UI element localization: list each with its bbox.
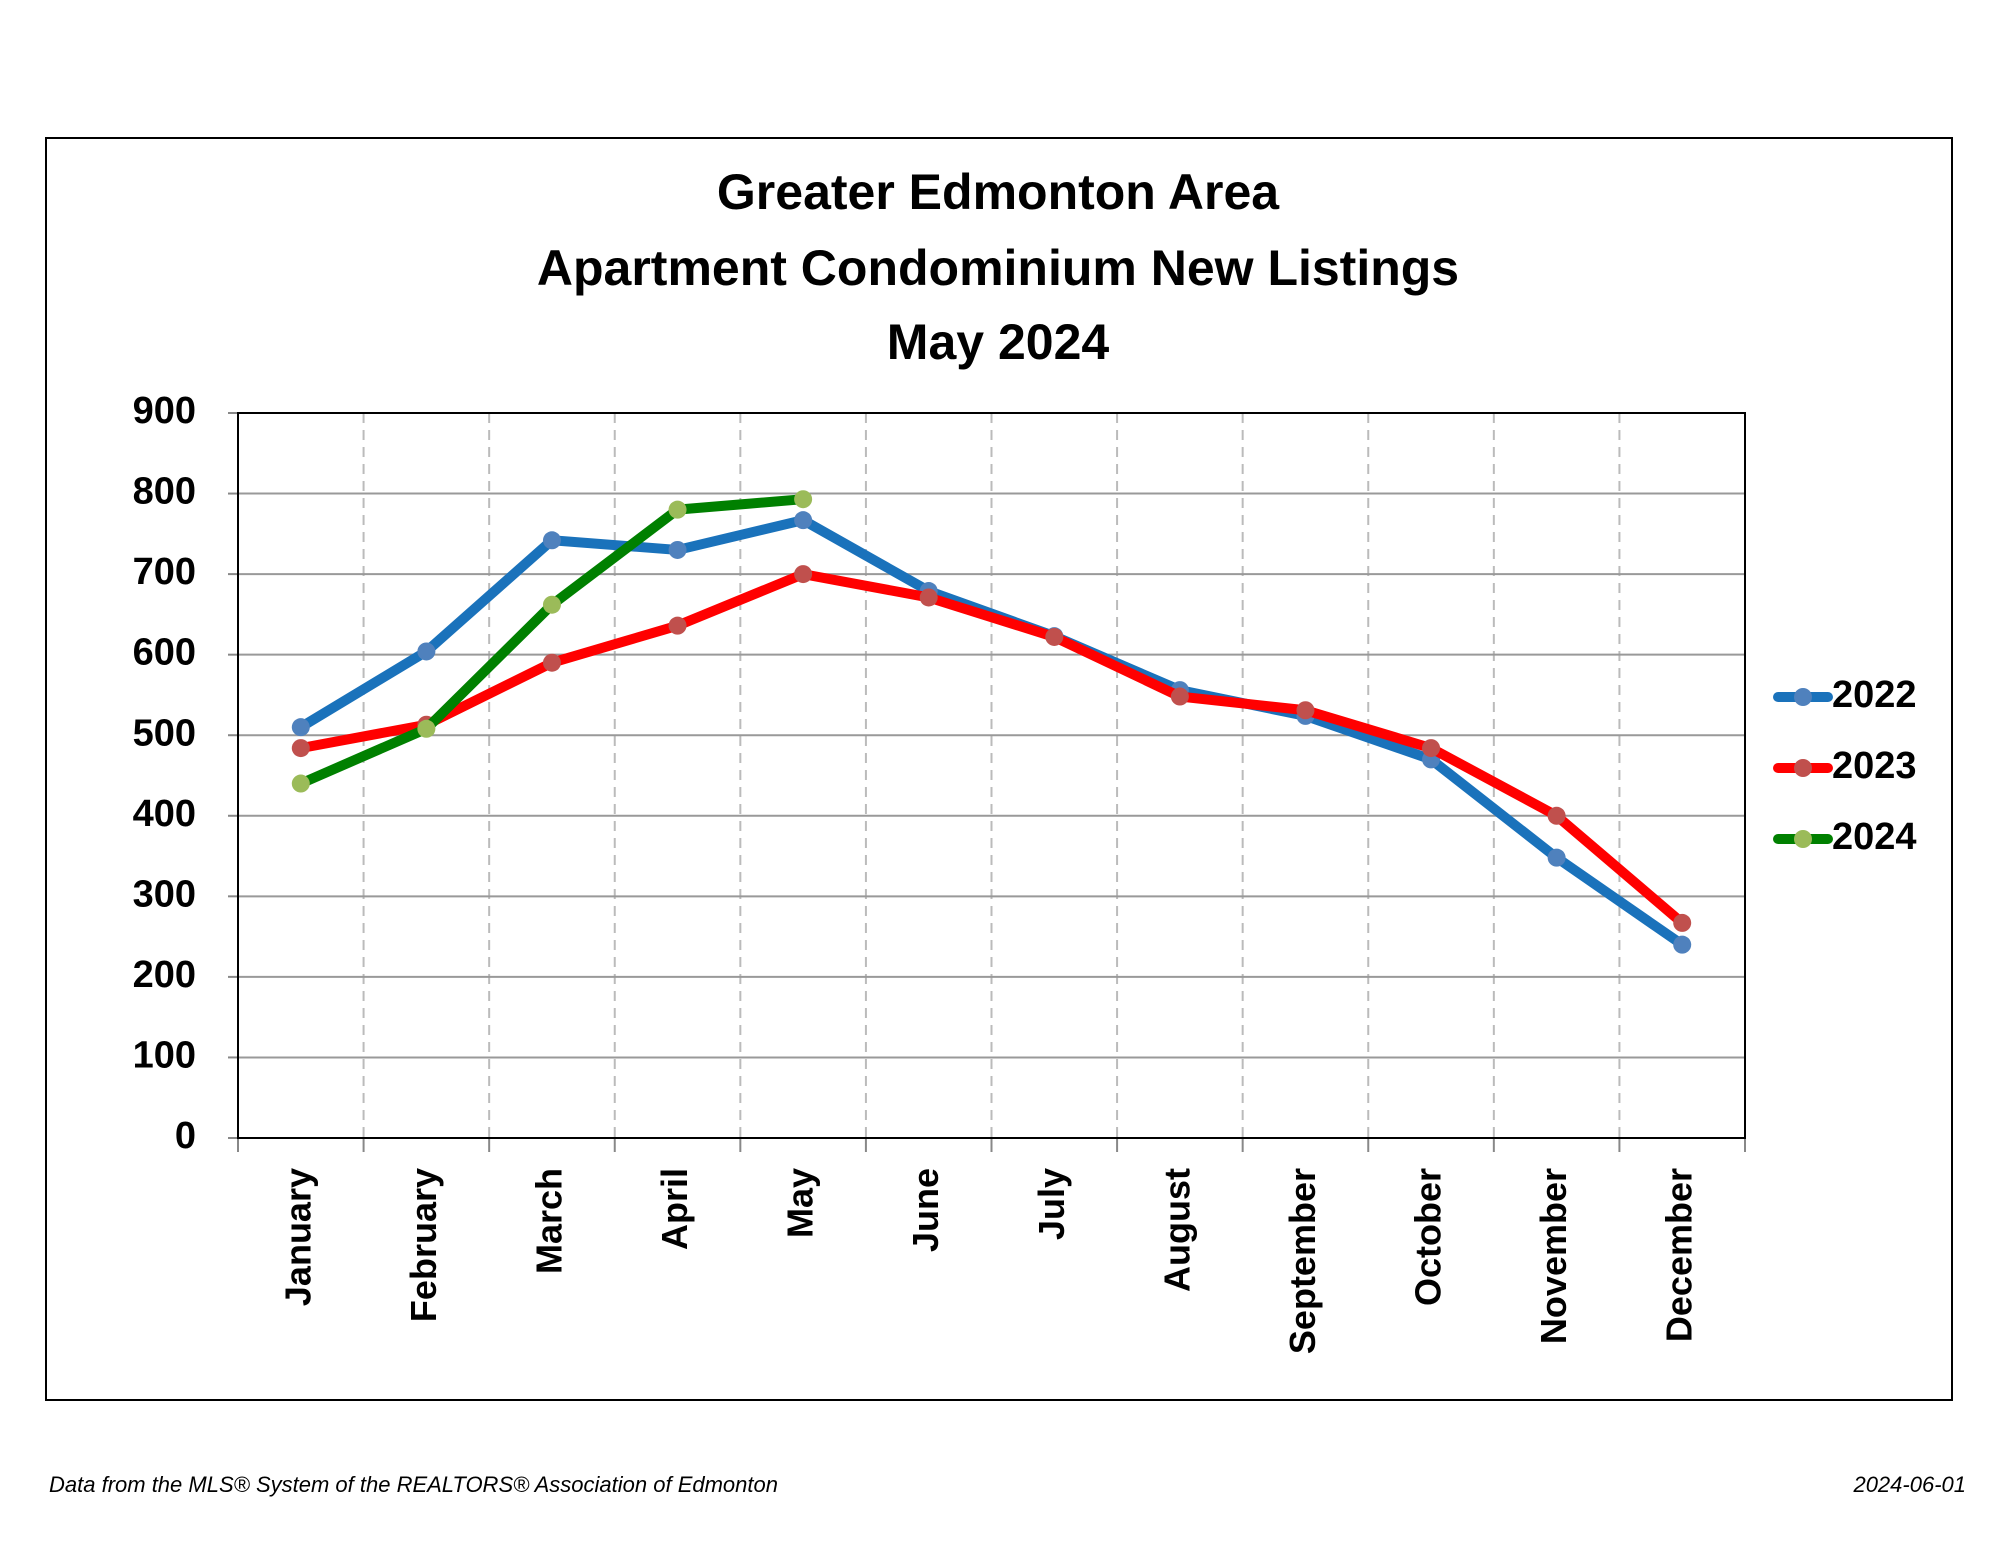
data-point [542, 653, 561, 672]
data-point [1547, 848, 1566, 867]
chart-title: Apartment Condominium New Listings [537, 240, 1459, 296]
y-tick-label: 500 [133, 712, 196, 754]
data-point [1422, 739, 1441, 758]
legend-label: 2022 [1832, 674, 1917, 716]
data-point [668, 500, 687, 519]
y-tick-label: 700 [133, 551, 196, 593]
y-tick-label: 300 [133, 873, 196, 915]
y-tick-label: 200 [133, 954, 196, 996]
x-tick-label: May [780, 1168, 821, 1238]
y-tick-label: 400 [133, 793, 196, 835]
data-point [1673, 935, 1692, 954]
data-point [291, 774, 310, 793]
data-point [417, 642, 436, 661]
legend-marker [1794, 759, 1812, 777]
chart-title: May 2024 [887, 314, 1110, 370]
data-point [1547, 806, 1566, 825]
source-note: Data from the MLS® System of the REALTOR… [49, 1472, 778, 1497]
y-tick-label: 100 [133, 1034, 196, 1076]
data-point [542, 595, 561, 614]
x-tick-label: October [1408, 1168, 1449, 1306]
data-point [1296, 701, 1315, 720]
data-point [542, 531, 561, 550]
y-tick-label: 800 [133, 471, 196, 513]
data-point [668, 540, 687, 559]
legend-label: 2024 [1832, 816, 1917, 858]
data-point [291, 718, 310, 737]
data-point [417, 719, 436, 738]
y-tick-label: 0 [175, 1115, 196, 1157]
x-tick-label: September [1282, 1168, 1323, 1354]
data-point [291, 739, 310, 758]
data-point [1170, 687, 1189, 706]
x-tick-label: February [403, 1168, 444, 1322]
x-tick-label: December [1659, 1168, 1700, 1342]
y-tick-label: 900 [133, 390, 196, 432]
date-note: 2024-06-01 [1852, 1472, 1966, 1497]
data-point [794, 490, 813, 509]
x-tick-label: July [1031, 1168, 1072, 1240]
data-point [919, 588, 938, 607]
x-tick-label: August [1156, 1168, 1197, 1292]
data-point [1045, 627, 1064, 646]
data-point [794, 565, 813, 584]
y-tick-label: 600 [133, 632, 196, 674]
x-tick-label: April [654, 1168, 695, 1250]
data-point [668, 616, 687, 635]
chart-frame [45, 137, 1953, 1401]
x-tick-label: March [528, 1168, 569, 1274]
chart-title: Greater Edmonton Area [717, 164, 1280, 220]
x-tick-label: November [1533, 1168, 1574, 1344]
data-point [1673, 913, 1692, 932]
x-tick-label: June [905, 1168, 946, 1252]
legend-label: 2023 [1832, 745, 1917, 787]
plot-area [237, 412, 1746, 1139]
data-point [794, 511, 813, 530]
legend-marker [1794, 688, 1812, 706]
x-tick-label: January [277, 1168, 318, 1306]
series-line [299, 569, 1686, 927]
legend-marker [1794, 830, 1812, 848]
